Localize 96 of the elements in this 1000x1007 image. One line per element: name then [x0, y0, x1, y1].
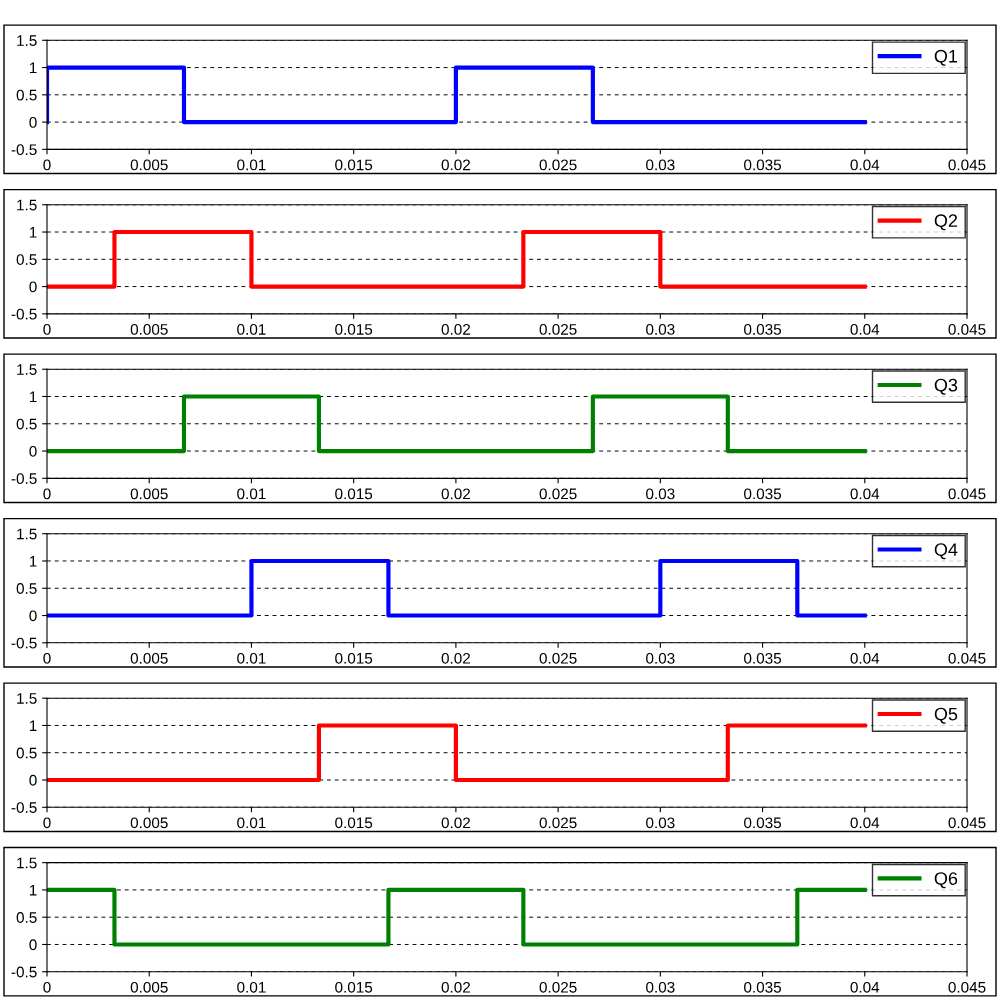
- x-tick-label: 0.015: [335, 488, 373, 500]
- x-tick-label: 0.005: [130, 652, 168, 664]
- x-tick-label: 0.025: [539, 323, 577, 335]
- legend-label: Q4: [934, 543, 958, 560]
- x-tick-label: 0.03: [646, 817, 675, 829]
- x-tick-label: 0.04: [850, 159, 880, 171]
- x-tick-label: 0.035: [744, 159, 782, 171]
- y-tick-label: 0: [29, 610, 37, 622]
- x-tick-label: 0.035: [744, 323, 782, 335]
- legend-label: Q5: [934, 707, 958, 724]
- x-tick-label: 0.025: [539, 981, 577, 993]
- x-tick-label: 0.01: [237, 159, 266, 171]
- y-tick-label: -0.5: [11, 637, 37, 649]
- x-tick-label: 0.015: [335, 159, 373, 171]
- legend-label: Q3: [934, 378, 958, 395]
- y-tick-label: 0: [29, 445, 37, 457]
- x-tick-label: 0.04: [850, 817, 880, 829]
- x-tick-label: 0.01: [237, 652, 266, 664]
- legend-label: Q2: [934, 214, 958, 231]
- y-tick-label: 1.5: [17, 693, 37, 704]
- x-tick-label: 0.035: [744, 817, 782, 829]
- x-tick-label: 0.015: [335, 817, 373, 829]
- x-tick-label: 0: [43, 817, 51, 829]
- y-tick-label: 1: [29, 62, 37, 74]
- y-tick-label: -0.5: [11, 473, 37, 485]
- x-tick-label: 0.02: [441, 159, 470, 171]
- x-tick-label: 0.03: [646, 323, 675, 335]
- x-tick-label: 0: [43, 323, 51, 335]
- y-tick-label: 0.5: [16, 254, 37, 265]
- x-tick-label: 0.01: [237, 323, 266, 335]
- y-tick-label: 1: [29, 556, 37, 567]
- y-tick-label: 1.5: [17, 199, 37, 211]
- x-tick-label: 0.035: [744, 488, 782, 500]
- legend-label: Q6: [934, 872, 958, 889]
- y-tick-label: -0.5: [11, 144, 37, 156]
- x-tick-label: 0.04: [850, 981, 880, 993]
- x-tick-label: 0.005: [130, 323, 168, 335]
- x-tick-label: 0.015: [335, 652, 373, 664]
- x-tick-label: 0.03: [646, 488, 675, 500]
- x-tick-label: 0.005: [130, 488, 168, 500]
- y-tick-label: 1.5: [17, 857, 37, 869]
- x-tick-label: 0.025: [539, 159, 577, 171]
- x-tick-label: 0: [43, 981, 51, 993]
- x-tick-label: 0.045: [948, 652, 986, 664]
- x-tick-label: 0.01: [237, 817, 266, 829]
- x-tick-label: 0.02: [441, 488, 470, 500]
- y-tick-label: 1.5: [17, 528, 37, 540]
- x-tick-label: 0.01: [237, 981, 266, 993]
- x-tick-label: 0.045: [948, 817, 986, 829]
- x-tick-label: 0.025: [539, 817, 577, 829]
- y-tick-label: 1: [29, 884, 37, 896]
- y-tick-label: 0: [29, 116, 37, 128]
- y-tick-label: 0: [29, 774, 37, 786]
- x-tick-label: 0.045: [948, 488, 986, 500]
- x-tick-label: 0.035: [744, 981, 782, 993]
- x-tick-label: 0: [43, 652, 51, 664]
- x-tick-label: 0: [43, 488, 51, 500]
- x-tick-label: 0.03: [646, 981, 675, 993]
- x-tick-label: 0.02: [441, 652, 470, 664]
- x-tick-label: 0.03: [646, 652, 675, 664]
- y-tick-label: -0.5: [11, 802, 37, 813]
- y-tick-label: 0: [29, 281, 37, 293]
- y-tick-label: 0.5: [16, 89, 37, 101]
- y-tick-label: 1.5: [17, 35, 37, 46]
- y-tick-label: 1: [29, 227, 37, 238]
- x-tick-label: 0.005: [130, 817, 168, 829]
- x-tick-label: 0.04: [850, 488, 880, 500]
- x-tick-label: 0: [43, 159, 51, 171]
- x-tick-label: 0.01: [237, 488, 266, 500]
- x-tick-label: 0.04: [850, 652, 880, 664]
- legend-label: Q1: [934, 49, 958, 66]
- x-tick-label: 0.03: [646, 159, 675, 171]
- x-tick-label: 0.005: [130, 159, 168, 171]
- y-tick-label: 0.5: [16, 418, 37, 430]
- x-tick-label: 0.02: [441, 323, 470, 335]
- x-tick-label: 0.045: [948, 981, 986, 993]
- x-tick-label: 0.025: [539, 652, 577, 664]
- y-tick-label: -0.5: [11, 308, 37, 320]
- y-tick-label: 0.5: [16, 747, 37, 759]
- x-tick-label: 0.015: [335, 323, 373, 335]
- x-tick-label: 0.015: [335, 981, 373, 993]
- y-tick-label: 1.5: [17, 364, 37, 375]
- x-tick-label: 0.02: [441, 981, 470, 993]
- x-tick-label: 0.045: [948, 323, 986, 335]
- y-tick-label: 1: [29, 720, 37, 731]
- y-tick-label: 0: [29, 939, 37, 951]
- y-tick-label: -0.5: [11, 966, 37, 978]
- y-tick-label: 0.5: [16, 912, 37, 923]
- x-tick-label: 0.005: [130, 981, 168, 993]
- x-tick-label: 0.025: [539, 488, 577, 500]
- x-tick-label: 0.02: [441, 817, 470, 829]
- y-tick-label: 0.5: [16, 583, 37, 594]
- x-tick-label: 0.04: [850, 323, 880, 335]
- y-tick-label: 1: [29, 391, 37, 403]
- x-tick-label: 0.035: [744, 652, 782, 664]
- x-tick-label: 0.045: [948, 159, 986, 171]
